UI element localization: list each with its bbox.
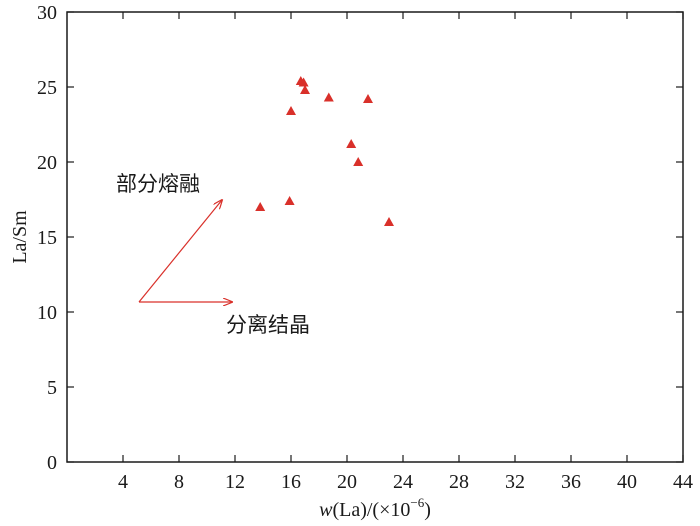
- data-point-marker: [363, 94, 373, 103]
- data-point-marker: [346, 139, 357, 148]
- x-tick-label: 28: [449, 471, 469, 493]
- x-tick-label: 16: [281, 471, 301, 493]
- y-tick-label: 15: [37, 227, 57, 249]
- data-point-marker: [284, 196, 295, 205]
- y-tick-label: 5: [47, 377, 57, 399]
- data-point-marker: [255, 202, 266, 211]
- x-tick-label: 4: [118, 471, 128, 493]
- plot-frame: [66, 11, 684, 463]
- data-point-marker: [298, 77, 309, 87]
- y-tick-label: 20: [37, 152, 57, 174]
- y-tick-label: 30: [37, 2, 57, 24]
- data-point-marker: [300, 85, 310, 94]
- partial-melting-label: 部分熔融: [116, 172, 200, 196]
- x-tick-label: 12: [225, 471, 245, 493]
- x-tick-label: 36: [561, 471, 581, 493]
- data-point-marker: [286, 106, 296, 115]
- x-tick-label: 8: [174, 471, 184, 493]
- y-axis-ticks: 0 5 10 15 20 25 30: [37, 2, 683, 474]
- y-tick-label: 0: [47, 452, 57, 474]
- x-tick-label: 40: [617, 471, 637, 493]
- data-point-marker: [353, 157, 364, 166]
- y-axis-title: La/Sm: [9, 210, 31, 264]
- x-axis-title-exponent: −6: [410, 495, 424, 510]
- y-tick-label: 10: [37, 302, 57, 324]
- x-axis-title-body: (La)/(×10: [332, 499, 410, 521]
- trend-arrows: [138, 200, 232, 303]
- x-tick-label: 44: [673, 471, 693, 493]
- x-tick-label: 32: [505, 471, 525, 493]
- partial-melting-arrow: [138, 200, 222, 303]
- data-points: [255, 76, 394, 226]
- x-axis-title: w(La)/(×10−6): [319, 495, 431, 521]
- fractional-crystallization-label: 分离结晶: [226, 313, 310, 337]
- y-tick-label: 25: [37, 77, 57, 99]
- data-point-marker: [323, 92, 334, 102]
- x-axis-ticks: 4 8 12 16 20 24 28 32 36 40 44: [118, 12, 693, 493]
- x-axis-title-variable: w: [319, 499, 333, 521]
- x-tick-label: 20: [337, 471, 357, 493]
- x-axis-title-close: ): [424, 499, 431, 521]
- data-point-marker: [384, 217, 394, 226]
- x-tick-label: 24: [393, 471, 413, 493]
